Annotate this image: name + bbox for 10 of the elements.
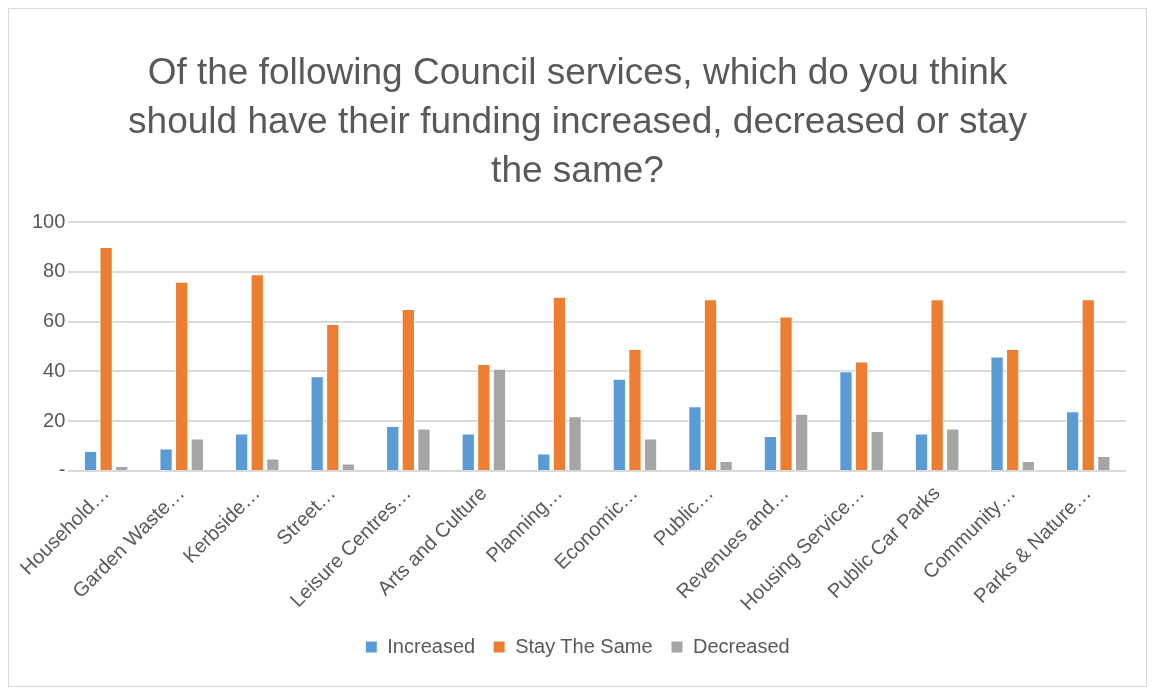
chart-title: Of the following Council services, which do you think should have their funding increased, decreased or stay the same? [127,50,1028,192]
y-tick-label: 80 [43,259,66,282]
legend-label: Stay The Same [515,634,653,657]
y-tick-label: 100 [31,209,66,232]
y-tick-label: 60 [43,309,66,332]
y-tick-label: - [58,458,66,481]
y-tick-label: 20 [43,408,66,431]
y-tick-label: 40 [43,358,66,381]
legend-label: Decreased [692,634,790,657]
legend-label: Increased [387,634,476,657]
